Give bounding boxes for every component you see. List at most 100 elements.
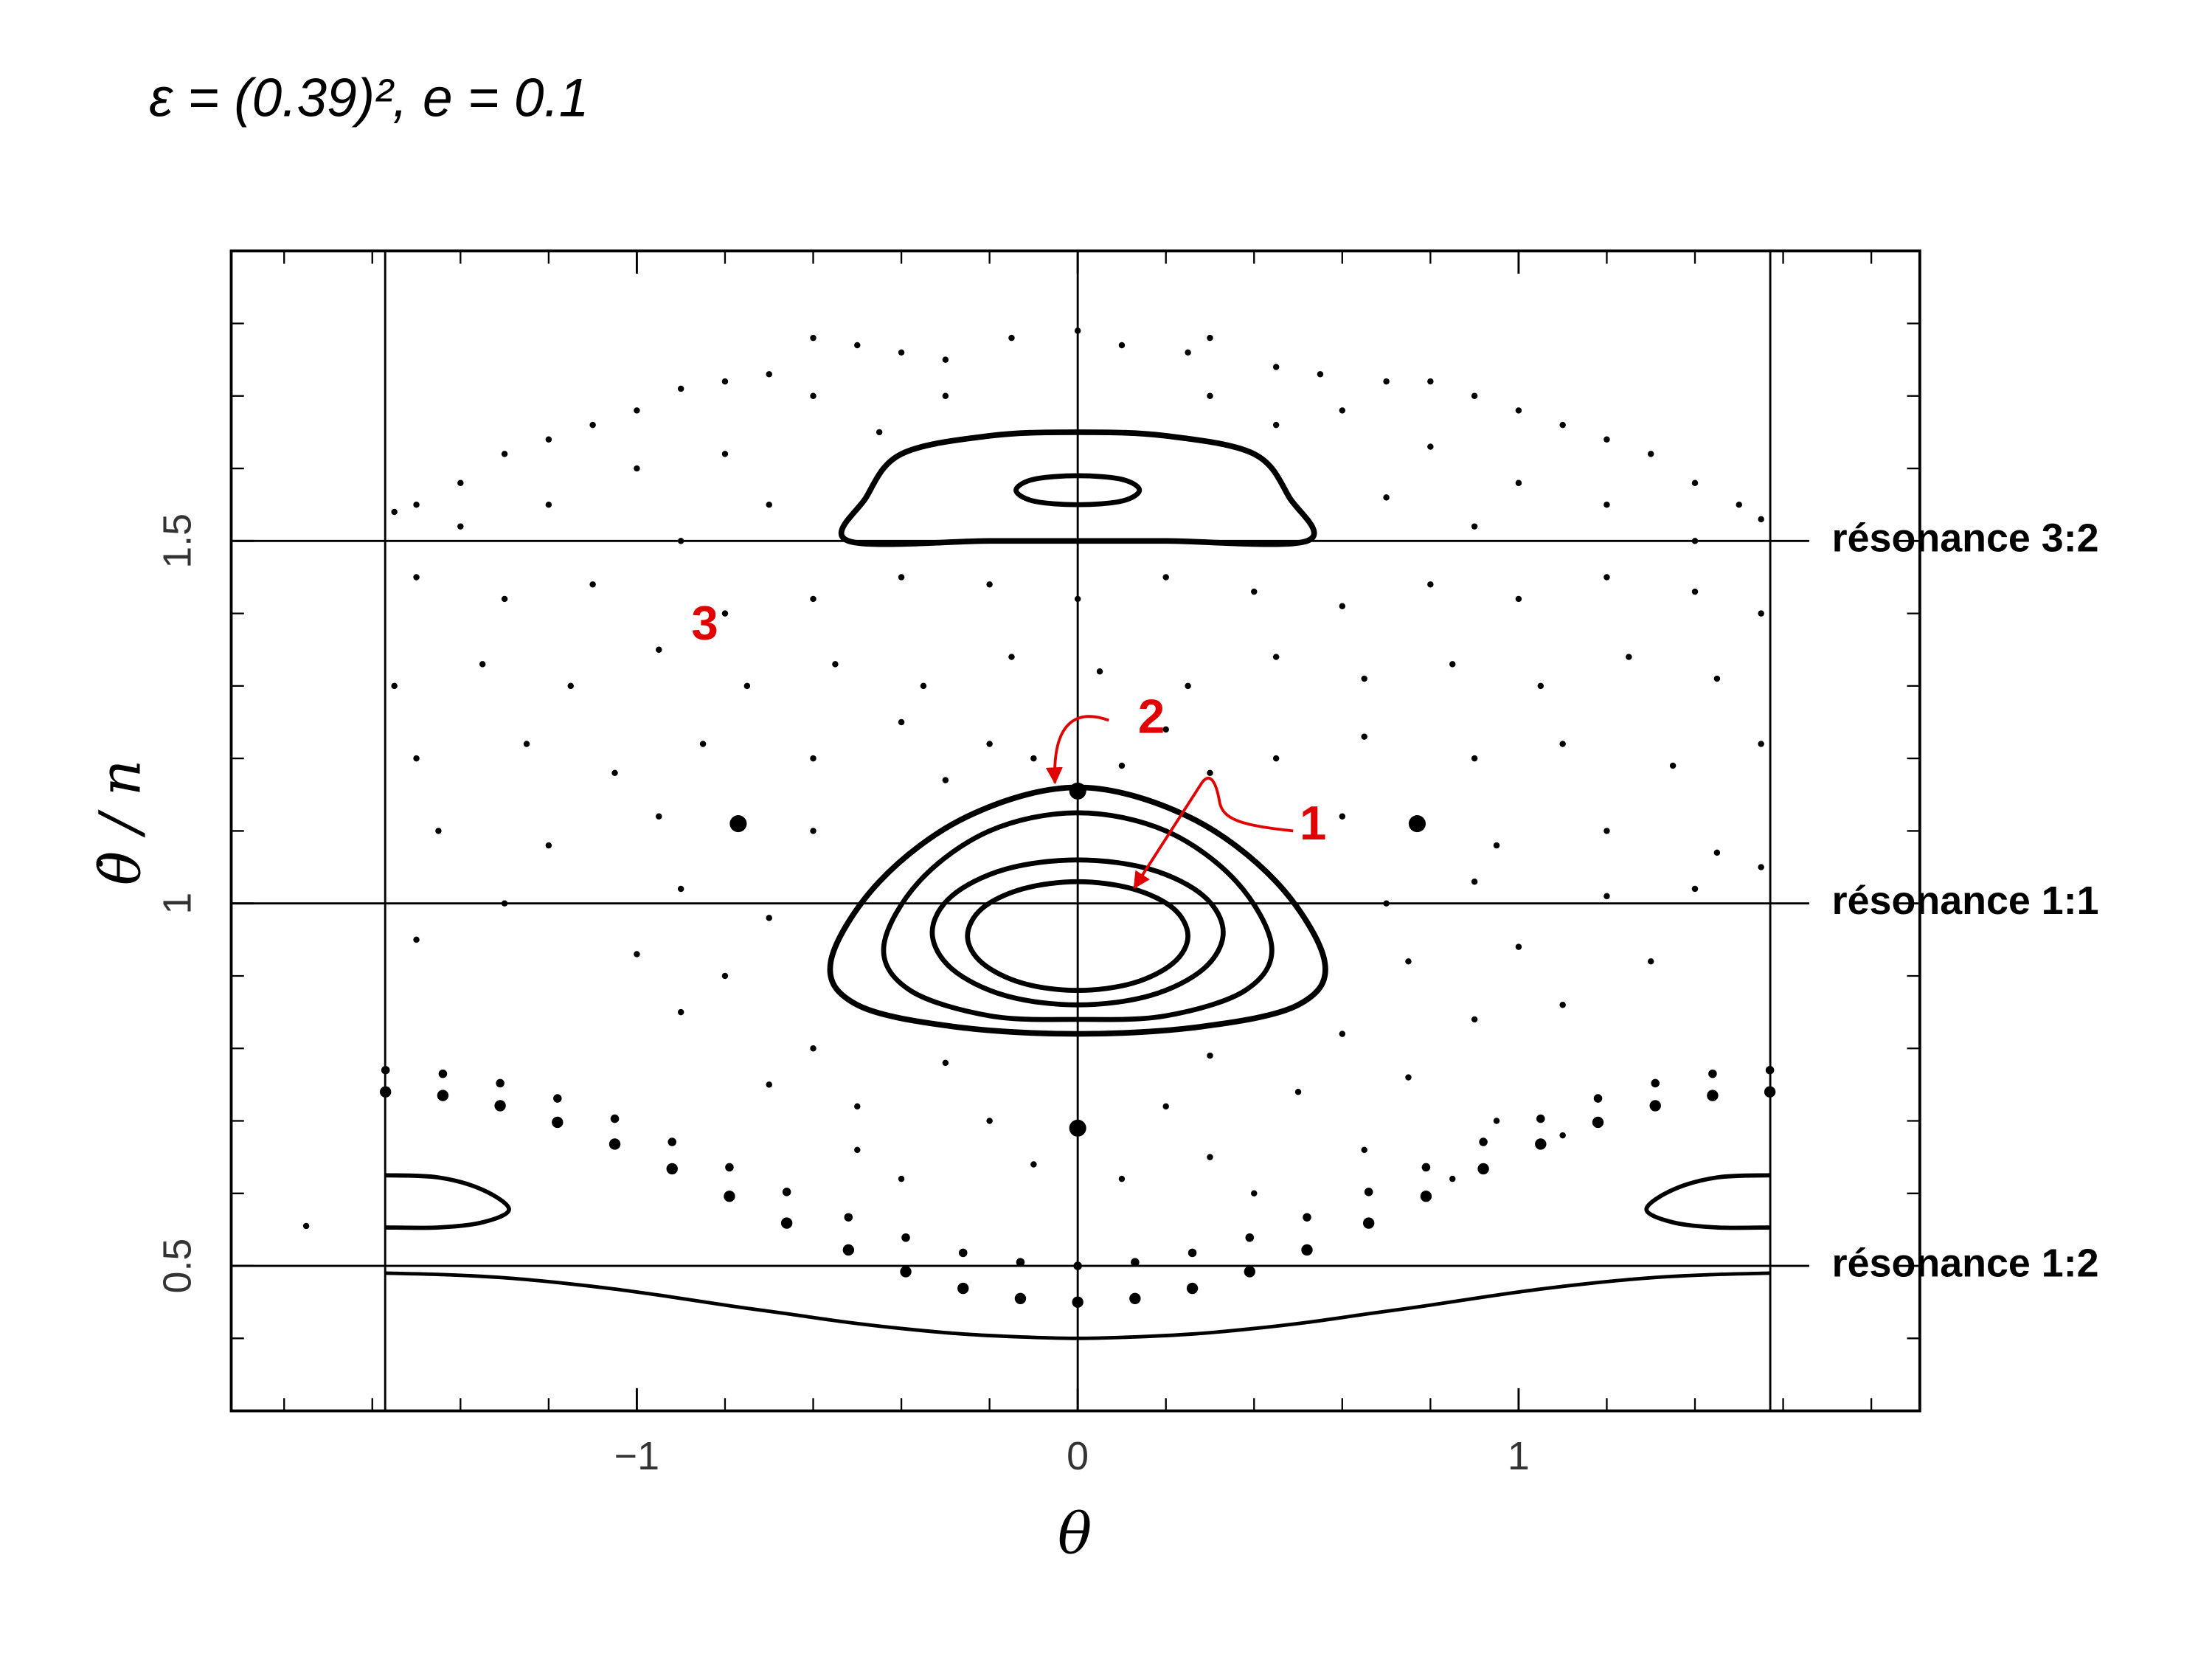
point	[545, 842, 552, 849]
point	[1603, 828, 1610, 834]
point	[413, 936, 420, 943]
point	[413, 755, 420, 762]
point	[1515, 407, 1522, 414]
point	[1471, 523, 1478, 530]
point	[942, 1059, 949, 1067]
point	[677, 1008, 684, 1016]
point	[942, 777, 949, 783]
point	[1339, 813, 1346, 820]
point	[1427, 378, 1434, 385]
point	[1073, 1261, 1082, 1270]
point	[656, 813, 662, 820]
orbit-curve	[1013, 473, 1143, 508]
reference-label: résonance 3:2	[1832, 516, 2099, 561]
point	[898, 349, 905, 356]
point	[413, 501, 420, 508]
point	[942, 356, 949, 363]
point	[898, 1175, 905, 1182]
point	[380, 1086, 392, 1098]
point	[1603, 436, 1610, 443]
point	[1272, 364, 1280, 370]
point	[611, 769, 618, 777]
chart-title: ε = (0.39)², e = 0.1	[149, 69, 589, 128]
point	[1708, 1069, 1717, 1078]
point	[1420, 1191, 1432, 1202]
point	[1361, 675, 1367, 682]
point	[610, 1114, 620, 1123]
reference-label: résonance 1:1	[1832, 879, 2099, 923]
point	[986, 1118, 993, 1124]
point	[1669, 762, 1677, 769]
point	[1339, 1031, 1346, 1037]
point	[1603, 501, 1610, 508]
point	[721, 378, 729, 385]
point	[854, 1146, 861, 1154]
point	[457, 479, 464, 486]
point	[1207, 1052, 1213, 1059]
point	[986, 741, 993, 747]
point	[901, 1233, 910, 1242]
point	[1736, 501, 1743, 508]
x-tick-label: 0	[1067, 1434, 1089, 1478]
point	[1185, 682, 1191, 690]
point	[1069, 1119, 1086, 1137]
point	[1758, 610, 1764, 617]
arrow	[1133, 777, 1294, 890]
point	[1207, 1154, 1213, 1160]
orbit-curve	[385, 1173, 511, 1230]
point	[1129, 1292, 1141, 1304]
point	[1691, 479, 1699, 486]
point	[1648, 958, 1654, 965]
point	[810, 595, 817, 603]
point	[1096, 668, 1103, 675]
point	[1072, 1296, 1084, 1308]
point	[302, 1222, 310, 1230]
point	[1691, 885, 1699, 893]
point	[1559, 1132, 1566, 1139]
point	[743, 682, 751, 690]
point	[501, 451, 508, 457]
point	[766, 371, 772, 378]
point	[1515, 943, 1522, 950]
point	[699, 741, 707, 747]
orbit-curve	[385, 1271, 1770, 1340]
point	[842, 1244, 855, 1256]
point	[494, 1100, 506, 1112]
point	[729, 815, 747, 833]
point	[1303, 1213, 1311, 1222]
point	[766, 915, 772, 921]
point	[1471, 1016, 1478, 1023]
point	[553, 1094, 562, 1103]
point	[1603, 893, 1610, 900]
point	[1162, 1103, 1169, 1110]
point	[1244, 1266, 1255, 1278]
point	[1592, 1116, 1604, 1129]
point	[438, 1069, 448, 1078]
point	[1479, 1137, 1488, 1146]
point	[957, 1282, 969, 1295]
y-tick-label: 1	[156, 893, 200, 915]
point	[1449, 1175, 1456, 1182]
point	[854, 1103, 861, 1110]
point	[666, 1163, 678, 1175]
point	[1493, 1118, 1500, 1124]
point	[479, 661, 486, 668]
point	[1449, 661, 1456, 668]
point	[1408, 815, 1426, 833]
y-axis-label: θ̇ / n	[88, 760, 153, 886]
point	[1383, 494, 1390, 501]
point	[437, 1090, 449, 1101]
point	[1014, 1292, 1027, 1304]
point	[1361, 1146, 1367, 1154]
point	[1559, 741, 1566, 747]
point	[1493, 842, 1500, 849]
point	[1188, 1248, 1197, 1258]
point	[634, 951, 640, 957]
point	[1691, 588, 1699, 595]
point	[496, 1078, 505, 1088]
point	[1016, 1258, 1025, 1267]
point	[656, 646, 662, 653]
point	[1383, 900, 1390, 907]
point	[725, 1163, 734, 1172]
